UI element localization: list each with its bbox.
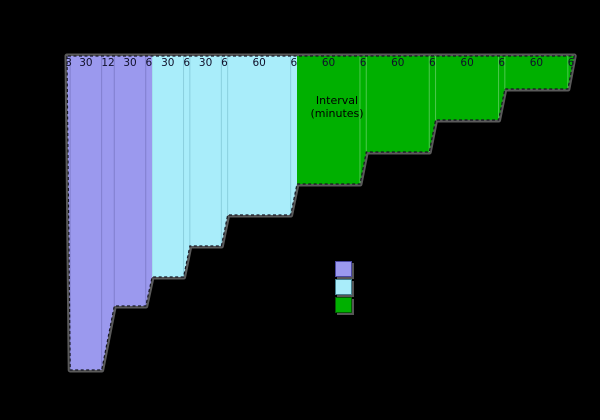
interval-label: 30 [161, 57, 174, 69]
profile-phase-purple [67, 56, 153, 370]
interval-label: 6 [290, 57, 297, 69]
interval-label: 6 [360, 57, 367, 69]
interval-label: 30 [199, 57, 212, 69]
interval-label: 60 [253, 57, 266, 69]
interval-label: 60 [530, 57, 543, 69]
interval-label: 6 [183, 57, 190, 69]
interval-label: 6 [429, 57, 436, 69]
interval-label: 3 [65, 57, 72, 69]
interval-label: 30 [79, 57, 92, 69]
legend-swatch-green [335, 297, 352, 313]
interval-label: 60 [460, 57, 473, 69]
interval-label: 6 [498, 57, 505, 69]
interval-label: 6 [146, 57, 153, 69]
legend-swatch-cyan [335, 279, 352, 295]
interval-label: 6 [221, 57, 228, 69]
legend [335, 261, 353, 315]
interval-label: 60 [391, 57, 404, 69]
profile-outline [66, 55, 575, 371]
interval-label: 12 [101, 57, 114, 69]
interval-label: 30 [123, 57, 136, 69]
profile-phase-cyan [152, 56, 297, 277]
legend-swatch-purple [335, 261, 352, 277]
interval-label: 60 [322, 57, 335, 69]
interval-label: 6 [568, 57, 575, 69]
